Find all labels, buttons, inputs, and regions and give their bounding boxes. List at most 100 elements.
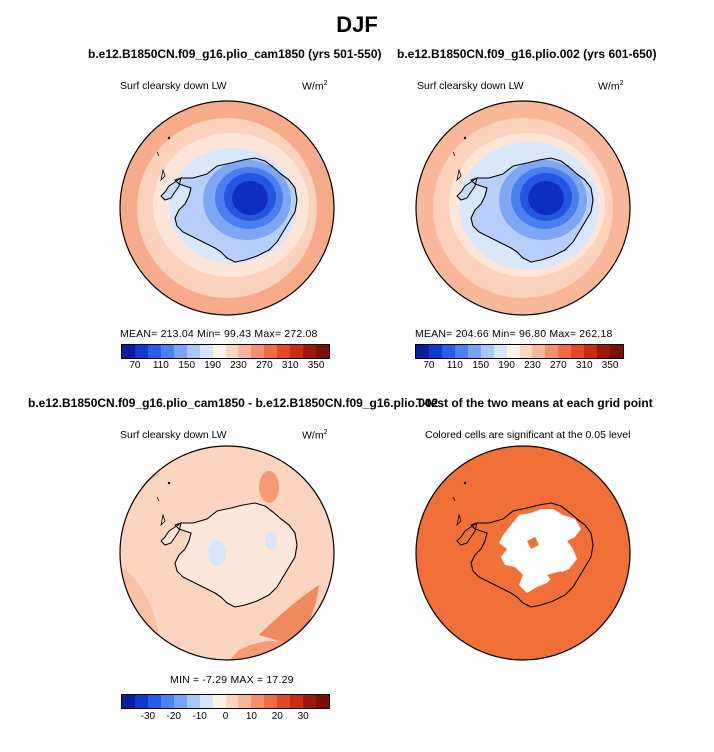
colorbar-cell [199,695,213,708]
map-border [415,445,631,661]
island-coastline [160,168,166,182]
panel-3-units: W/m2 [302,429,328,442]
island-coastline [463,136,467,140]
significant-cells [527,537,539,549]
colorbar-cell [122,345,135,358]
panel-3-title: b.e12.B1850CN.f09_g16.plio_cam1850 - b.e… [28,396,439,410]
colorbar-tick-label: 10 [245,711,257,722]
colorbar-cell [199,345,213,358]
island-coastline [167,481,171,485]
colorbar-cell [173,345,187,358]
colorbar-cell [558,345,572,358]
colorbar-cell [545,345,559,358]
colorbar-cell [290,345,304,358]
colorbar-tick-label: 190 [204,360,221,371]
colorbar-cell [416,345,429,358]
colorbar-tick-label: 230 [230,360,247,371]
colorbar-cell [506,345,520,358]
colorbar-tick-label: -20 [166,711,181,722]
colorbar-tick-label: 110 [152,360,169,371]
colorbar-cell [277,345,291,358]
colorbar-cell [303,345,317,358]
colorbar-tick-label: 110 [446,360,463,371]
colorbar-tick-label: 0 [222,711,229,722]
antarctica-coastline [174,157,298,263]
colorbar-cell [532,345,546,358]
peninsula-coastline [160,176,182,201]
island-coastline [456,168,462,182]
colorbar-tick-label: 230 [524,360,541,371]
colorbar-tick-label: 350 [307,360,325,371]
colorbar-tick-label: 70 [423,360,435,371]
significant-cells [547,571,565,585]
panel-2-variable: Surf clearsky down LW [417,80,524,92]
colorbar-cell [264,345,278,358]
panel-3-colorbar-labels: -30 -20 -10 0 10 20 30 [121,711,330,723]
panel-3-polar-map [119,445,335,661]
colorbar-cell [316,695,329,708]
map-border [119,445,335,661]
peninsula-fill [161,523,181,545]
colorbar-cell [571,345,585,358]
panel-2-stats: MEAN= 204.66 Min= 96.80 Max= 262.18 [415,328,613,340]
panel-2-units: W/m2 [598,80,624,93]
colorbar-cell [290,695,304,708]
panel-2-title: b.e12.B1850CN.f09_g16.plio.002 (yrs 601-… [397,47,657,61]
panel-4-subtitle: Colored cells are significant at the 0.0… [425,429,631,441]
colorbar-cell [610,345,623,358]
land-min [232,181,268,215]
peninsula-coastline [456,176,478,201]
colorbar-cell [316,345,329,358]
peninsula-fill [161,178,181,200]
panel-3-colorbar [121,694,330,709]
colorbar-cell [441,345,455,358]
colorbar-cell [238,695,252,708]
colorbar-cell [147,695,161,708]
map-fill-layer [416,101,630,315]
colorbar-cell [160,695,174,708]
colorbar-cell [238,345,252,358]
island-coastline [156,496,160,502]
colorbar-cell [519,345,533,358]
antarctica-coastline [174,502,298,608]
island-coastline [160,513,166,527]
diff-negative [208,540,226,566]
antarctica-coastline [470,502,594,608]
colorbar-tick-label: 70 [129,360,141,371]
colorbar-cell [134,345,148,358]
colorbar-tick-label: 150 [178,360,196,371]
figure-title: DJF [336,12,378,37]
colorbar-cell [277,695,291,708]
diff-patch [259,471,279,503]
panel-3-stats: MIN = -7.29 MAX = 17.29 [170,674,294,686]
colorbar-cell [212,695,226,708]
colorbar-tick-label: -30 [140,711,156,722]
colorbar-tick-label: -10 [192,711,207,722]
map-border [119,100,335,316]
panel-4-polar-map [415,445,631,661]
colorbar-cell [264,695,278,708]
colorbar-cell [212,345,226,358]
peninsula-fill [457,178,477,200]
island-coastline [167,136,171,140]
colorbar-tick-label: 310 [575,360,593,371]
island-coastline [452,496,456,502]
colorbar-cell [454,345,468,358]
colorbar-cell [186,345,200,358]
colorbar-cell [173,695,187,708]
colorbar-cell [493,345,507,358]
antarctica-coastline [470,157,594,263]
colorbar-cell [251,695,265,708]
land-diff [175,503,297,607]
peninsula-coastline [160,521,182,546]
colorbar-cell [147,345,161,358]
colorbar-tick-label: 190 [498,360,515,371]
map-fill-layer [416,446,630,660]
colorbar-cell [186,695,200,708]
land-min [528,181,564,215]
diff-negative [265,532,277,550]
colorbar-cell [584,345,598,358]
peninsula-coastline [456,521,478,546]
colorbar-tick-label: 30 [297,711,309,722]
panel-2-colorbar-labels: 70 110 150 190 230 270 310 350 [415,360,624,372]
